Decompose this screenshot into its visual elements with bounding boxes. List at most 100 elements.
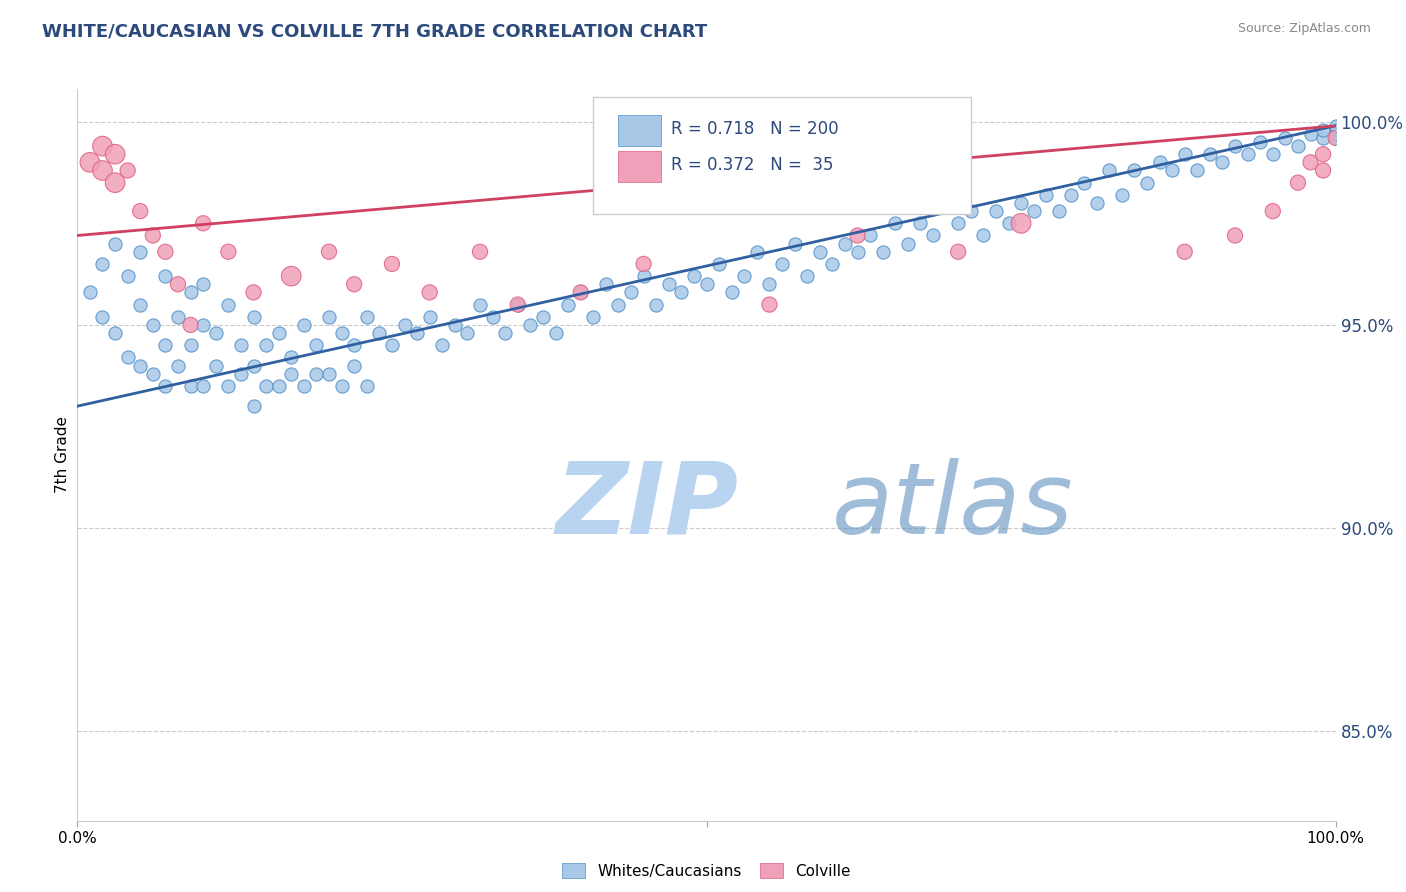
Point xyxy=(91,163,114,178)
Point xyxy=(808,244,831,259)
Point xyxy=(242,285,264,300)
Point xyxy=(468,244,491,259)
Point xyxy=(117,351,139,365)
Point xyxy=(1249,135,1271,149)
Point xyxy=(117,269,139,284)
Point xyxy=(129,244,152,259)
Point xyxy=(1324,131,1347,145)
Point xyxy=(394,318,416,332)
Point xyxy=(229,367,252,381)
Point xyxy=(745,244,768,259)
FancyBboxPatch shape xyxy=(593,96,970,213)
Point xyxy=(280,367,302,381)
Point xyxy=(343,338,366,352)
Point xyxy=(292,379,315,393)
Point xyxy=(1324,127,1347,141)
Point xyxy=(569,285,592,300)
Point xyxy=(1149,155,1171,169)
Point xyxy=(204,326,226,340)
Point xyxy=(1286,176,1309,190)
Point xyxy=(229,338,252,352)
Point xyxy=(91,139,114,153)
Point xyxy=(444,318,467,332)
Point xyxy=(155,338,177,352)
Point xyxy=(305,367,328,381)
Point xyxy=(104,236,127,251)
Point xyxy=(368,326,391,340)
Point xyxy=(1286,139,1309,153)
Point xyxy=(129,204,152,219)
Point xyxy=(104,147,127,161)
Point xyxy=(280,351,302,365)
Point xyxy=(595,277,617,292)
Point xyxy=(707,257,730,271)
Point xyxy=(884,216,907,230)
Point xyxy=(1010,196,1032,211)
Point xyxy=(254,338,277,352)
Point xyxy=(1073,176,1095,190)
Point xyxy=(406,326,429,340)
Point xyxy=(142,318,165,332)
Point xyxy=(167,277,190,292)
Legend: Whites/Caucasians, Colville: Whites/Caucasians, Colville xyxy=(554,855,859,886)
Point xyxy=(155,269,177,284)
Point xyxy=(846,228,869,243)
Point xyxy=(91,310,114,324)
Point xyxy=(254,379,277,393)
Point xyxy=(1236,147,1258,161)
Point xyxy=(1022,204,1045,219)
Point xyxy=(758,297,780,311)
Point xyxy=(180,318,202,332)
Point xyxy=(683,269,706,284)
Text: R = 0.372   N =  35: R = 0.372 N = 35 xyxy=(671,156,834,175)
Point xyxy=(142,228,165,243)
Point xyxy=(419,310,441,324)
Point xyxy=(897,236,920,251)
Point xyxy=(494,326,516,340)
Point xyxy=(671,285,693,300)
Point xyxy=(104,326,127,340)
Point xyxy=(180,338,202,352)
Point xyxy=(872,244,894,259)
Point xyxy=(1174,244,1197,259)
Point xyxy=(217,297,239,311)
Point xyxy=(569,285,592,300)
Point xyxy=(1324,131,1347,145)
Point xyxy=(1312,147,1334,161)
Point xyxy=(356,310,378,324)
Point xyxy=(633,269,655,284)
Point xyxy=(948,216,970,230)
Point xyxy=(531,310,554,324)
Point xyxy=(972,228,994,243)
Point xyxy=(1211,155,1233,169)
Point xyxy=(620,285,643,300)
Point xyxy=(1261,204,1284,219)
Point xyxy=(155,244,177,259)
Point xyxy=(180,285,202,300)
Point xyxy=(242,310,264,324)
Point xyxy=(167,359,190,373)
Point xyxy=(1060,187,1083,202)
Point xyxy=(267,326,290,340)
Point xyxy=(104,176,127,190)
Point xyxy=(1324,119,1347,133)
Point xyxy=(142,367,165,381)
Point xyxy=(720,285,742,300)
Point xyxy=(456,326,478,340)
Point xyxy=(519,318,541,332)
Point xyxy=(506,297,529,311)
Point xyxy=(783,236,806,251)
Point xyxy=(1098,163,1121,178)
Point xyxy=(242,359,264,373)
Point xyxy=(381,338,404,352)
Point xyxy=(343,359,366,373)
Point xyxy=(758,277,780,292)
Point xyxy=(658,277,681,292)
Point xyxy=(859,228,882,243)
Point xyxy=(217,244,239,259)
Point xyxy=(1136,176,1159,190)
Text: Source: ZipAtlas.com: Source: ZipAtlas.com xyxy=(1237,22,1371,36)
FancyBboxPatch shape xyxy=(619,152,661,182)
Point xyxy=(330,379,353,393)
Point xyxy=(607,297,630,311)
